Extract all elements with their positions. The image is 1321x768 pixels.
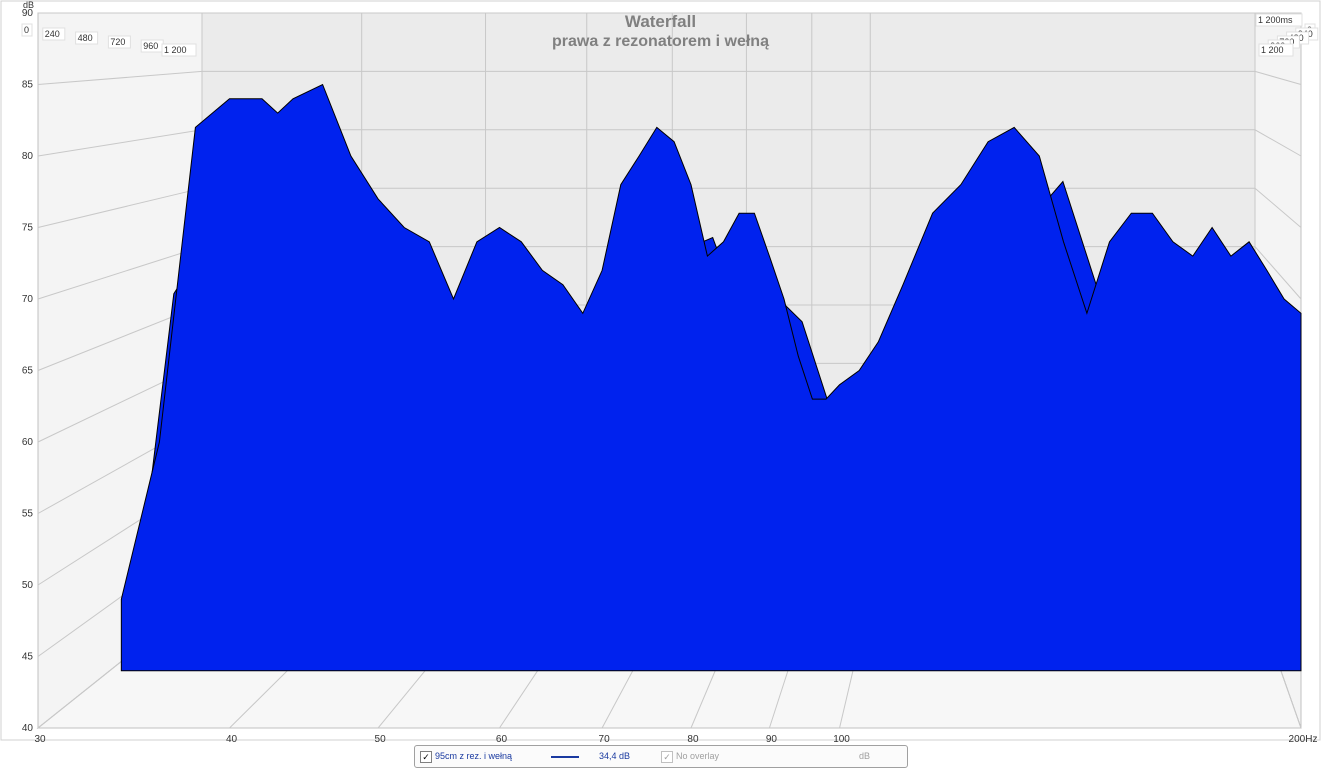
x-tick-label: 100 (833, 734, 850, 745)
chart-border (0, 0, 1321, 741)
legend-series-label: 95cm z rez. i wełną (435, 751, 513, 761)
x-tick-label: 90 (766, 734, 778, 745)
y-tick-label: 85 (22, 80, 34, 91)
time-label-box (161, 43, 197, 57)
waterfall-slice (120, 83, 1302, 672)
y-axis-label: dB (23, 0, 34, 10)
overlay-checkbox[interactable]: ✓ (661, 751, 673, 763)
time-label-box (75, 31, 99, 45)
y-grid-line (37, 187, 1302, 228)
y-tick-label: 90 (22, 8, 34, 19)
x-tick-label: 30 (34, 734, 46, 745)
time-tick-label: 240 (45, 29, 60, 39)
waterfall-slices (120, 83, 1302, 672)
legend-overlay-label: No overlay (676, 751, 720, 761)
time-tick-label: 0 (24, 25, 29, 35)
time-label-box (1255, 13, 1303, 27)
time-tick-label: 480 (78, 33, 93, 43)
x-tick-label: 50 (375, 734, 387, 745)
y-tick-label: 40 (22, 723, 34, 734)
time-tick-label: 1 200ms (1258, 15, 1293, 25)
time-tick-label: 960 (143, 41, 158, 51)
time-label-box (107, 35, 131, 49)
time-label-box (1258, 43, 1294, 57)
x-tick-label: 200Hz (1289, 734, 1318, 745)
chart-title: Waterfall (624, 12, 697, 31)
legend-series-value: 34,4 dB (599, 751, 631, 761)
time-label-box (42, 27, 66, 41)
y-tick-label: 70 (22, 294, 34, 305)
y-tick-label: 45 (22, 652, 34, 663)
y-tick-label: 80 (22, 151, 34, 162)
y-tick-label: 55 (22, 509, 34, 520)
x-tick-label: 80 (687, 734, 699, 745)
x-tick-label: 40 (226, 734, 238, 745)
series-visibility-checkbox[interactable]: ✓ (420, 751, 432, 763)
time-tick-label: 1 200 (164, 45, 187, 55)
y-grid-line (37, 129, 1302, 157)
time-tick-label: 1 200 (1261, 45, 1284, 55)
legend-overlay-unit: dB (859, 751, 871, 761)
y-tick-label: 75 (22, 223, 34, 234)
legend-bar: ✓ 95cm z rez. i wełną 34,4 dB ✓ No overl… (414, 745, 908, 768)
legend-series-swatch (551, 756, 579, 758)
time-label-box (21, 23, 33, 37)
time-tick-label: 720 (110, 37, 125, 47)
y-tick-label: 60 (22, 437, 34, 448)
x-tick-label: 70 (599, 734, 611, 745)
chart-subtitle: prawa z rezonatorem i wełną (552, 33, 769, 50)
y-grid-line (37, 70, 1302, 85)
y-tick-label: 50 (22, 580, 34, 591)
x-tick-label: 60 (496, 734, 508, 745)
y-tick-label: 65 (22, 366, 34, 377)
